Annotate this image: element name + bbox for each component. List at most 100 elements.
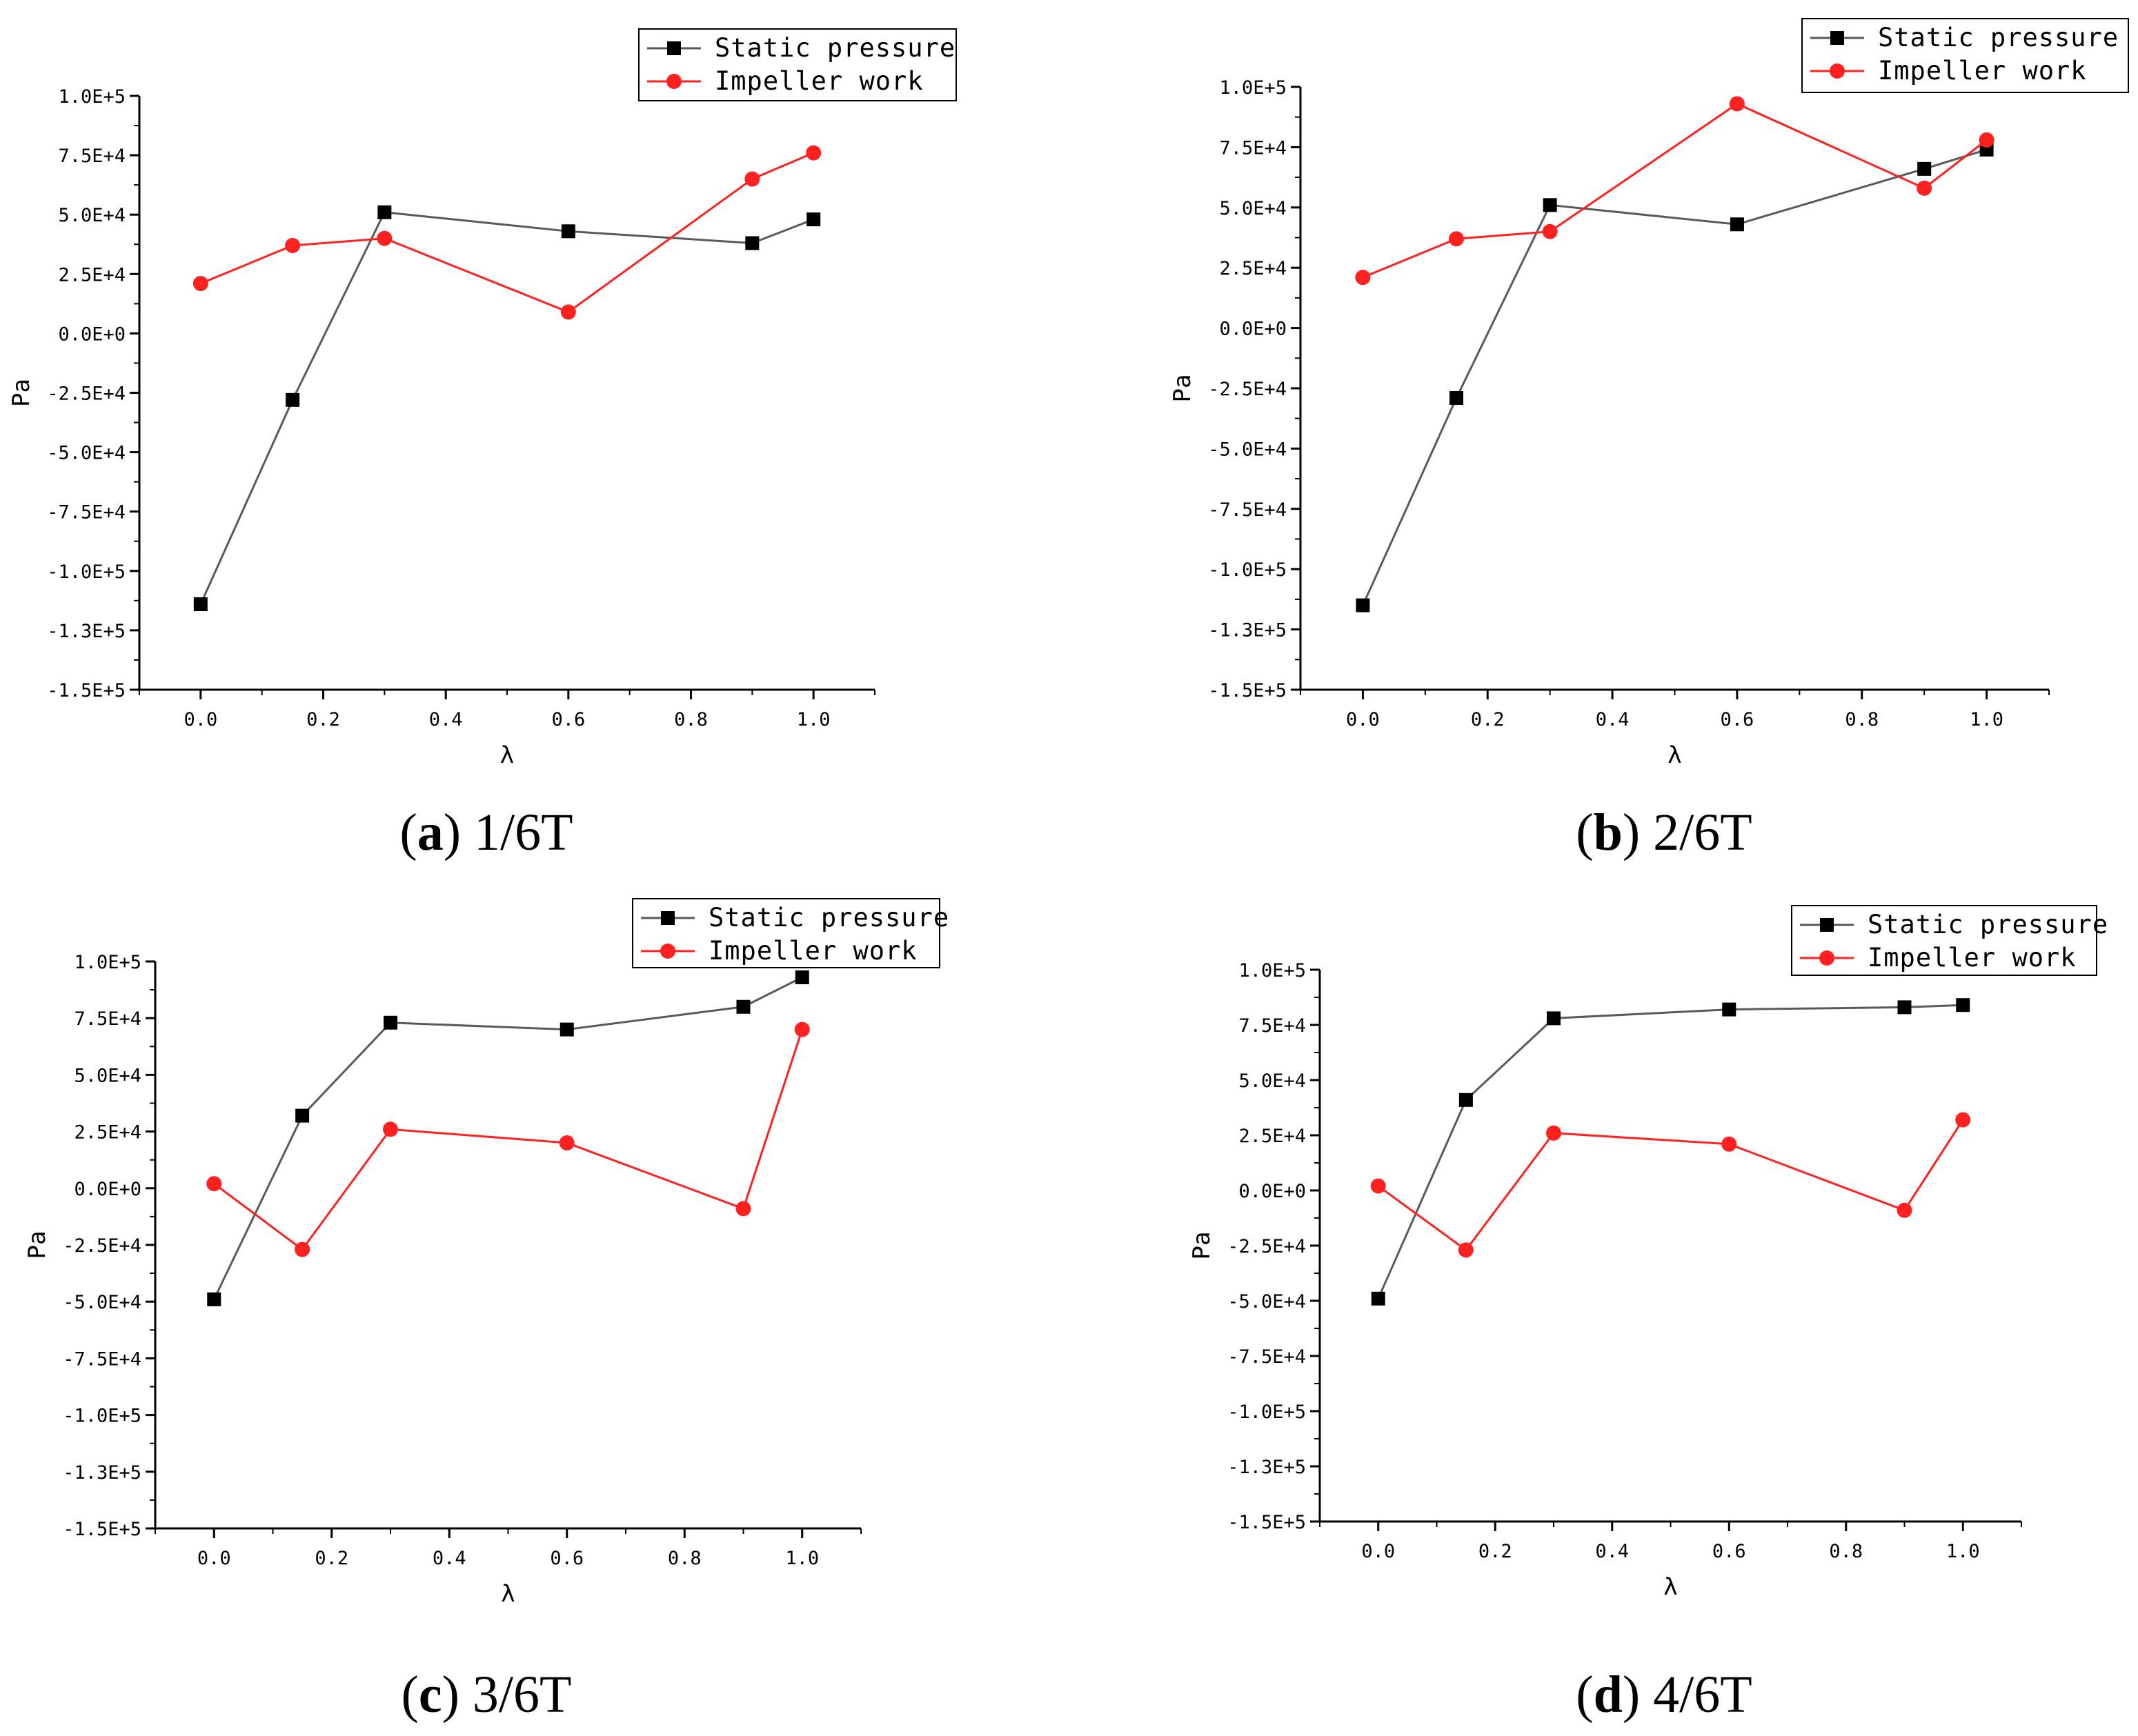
impeller-work-point bbox=[1955, 1112, 1971, 1128]
y-tick-label: 2.5E+4 bbox=[1238, 1126, 1306, 1147]
x-tick-label: 0.8 bbox=[1829, 1541, 1863, 1562]
impeller-work-point bbox=[560, 304, 576, 320]
impeller-work-point bbox=[1979, 132, 1995, 148]
impeller-work-point bbox=[285, 237, 301, 253]
y-tick-label: 7.5E+4 bbox=[1219, 137, 1287, 159]
x-tick-label: 0.8 bbox=[668, 1548, 702, 1569]
y-tick-label: -1.0E+5 bbox=[63, 1406, 141, 1427]
impeller-work-line bbox=[1377, 1119, 1964, 1252]
y-tick-label: -2.5E+4 bbox=[1208, 379, 1287, 400]
impeller-work-line bbox=[1362, 102, 1988, 279]
static-pressure-line bbox=[1362, 148, 1988, 606]
static-pressure-point bbox=[1722, 1002, 1736, 1017]
y-tick-label: 2.5E+4 bbox=[1219, 258, 1287, 279]
static-pressure-point bbox=[736, 999, 751, 1014]
y-tick-label: -7.5E+4 bbox=[63, 1348, 141, 1370]
legend-label-static-pressure: Static pressure bbox=[715, 33, 956, 63]
x-axis-label: λ bbox=[500, 741, 514, 769]
legend-marker-impeller-work bbox=[1819, 950, 1834, 966]
panel-caption: (c) 3/6T bbox=[402, 1666, 572, 1724]
y-axis-label: Pa bbox=[1169, 375, 1196, 403]
x-tick-label: 1.0 bbox=[785, 1548, 819, 1569]
static-pressure-point bbox=[806, 212, 821, 227]
impeller-work-point bbox=[377, 230, 393, 246]
legend-marker-impeller-work bbox=[666, 74, 682, 89]
legend: Static pressure Impeller work bbox=[1791, 905, 2108, 976]
static-pressure-line bbox=[212, 976, 803, 1300]
y-tick-label: -1.0E+5 bbox=[1208, 559, 1287, 581]
y-tick-label: -5.0E+4 bbox=[1227, 1291, 1306, 1313]
impeller-work-point bbox=[206, 1176, 222, 1192]
x-tick-label: 0.0 bbox=[197, 1548, 231, 1569]
impeller-work-point bbox=[192, 276, 208, 292]
legend-label-impeller-work: Impeller work bbox=[1868, 943, 2077, 972]
y-axis-label: Pa bbox=[1188, 1232, 1216, 1260]
impeller-work-point bbox=[1370, 1178, 1386, 1194]
y-tick-label: 5.0E+4 bbox=[1238, 1070, 1306, 1092]
x-tick-label: 0.2 bbox=[315, 1548, 348, 1569]
x-tick-label: 0.2 bbox=[1478, 1541, 1512, 1562]
y-tick-label: 7.5E+4 bbox=[58, 146, 126, 167]
y-tick-label: 7.5E+4 bbox=[74, 1008, 141, 1030]
y-tick-label: -7.5E+4 bbox=[1208, 499, 1287, 521]
y-tick-label: -5.0E+4 bbox=[63, 1292, 141, 1313]
x-tick-label: 0.8 bbox=[674, 709, 708, 730]
impeller-work-point bbox=[806, 145, 822, 161]
x-tick-label: 0.6 bbox=[1712, 1541, 1746, 1562]
chart-panel-a: 1.0E+5 7.5E+4 5.0E+4 2.5E+4 0.0E+0 -2.5E+4 -5.… bbox=[8, 28, 957, 861]
impeller-work-point bbox=[1355, 270, 1371, 286]
impeller-work-point bbox=[1449, 231, 1465, 247]
y-tick-label: 1.0E+5 bbox=[1238, 960, 1306, 981]
static-pressure-point bbox=[1956, 998, 1970, 1012]
y-tick-label: 5.0E+4 bbox=[74, 1065, 141, 1086]
y-tick-label: -1.5E+5 bbox=[63, 1519, 141, 1540]
y-tick-label: 2.5E+4 bbox=[74, 1122, 141, 1144]
y-tick-label: 5.0E+4 bbox=[58, 205, 126, 226]
static-pressure-point bbox=[1371, 1291, 1385, 1306]
y-axis-label: Pa bbox=[8, 379, 35, 407]
static-pressure-point bbox=[1543, 198, 1557, 212]
static-pressure-point bbox=[207, 1292, 221, 1306]
static-pressure-point bbox=[384, 1015, 397, 1030]
legend-label-static-pressure: Static pressure bbox=[1868, 910, 2108, 939]
impeller-work-point bbox=[295, 1241, 310, 1257]
y-tick-label: 1.0E+5 bbox=[1219, 77, 1287, 99]
x-axis-label: λ bbox=[1667, 741, 1681, 769]
y-tick-label: 1.0E+5 bbox=[58, 86, 126, 108]
static-pressure-point bbox=[560, 1022, 574, 1037]
static-pressure-point bbox=[745, 236, 760, 250]
y-tick-label: -1.5E+5 bbox=[1208, 680, 1287, 701]
y-tick-label: -5.0E+4 bbox=[1208, 439, 1287, 460]
legend-box bbox=[638, 28, 957, 101]
static-pressure-point bbox=[295, 1108, 310, 1123]
legend-marker-static-pressure bbox=[667, 41, 681, 55]
legend-label-impeller-work: Impeller work bbox=[1878, 56, 2087, 86]
legend-marker-static-pressure bbox=[1830, 31, 1844, 45]
impeller-work-point bbox=[1897, 1202, 1912, 1218]
static-pressure-line bbox=[199, 211, 814, 605]
impeller-work-line bbox=[213, 1029, 804, 1251]
static-pressure-point bbox=[1547, 1011, 1561, 1026]
static-pressure-point bbox=[1458, 1093, 1473, 1107]
chart-panel-c: 1.0E+5 7.5E+4 5.0E+4 2.5E+4 0.0E+0 -2.5E+4 -5.… bbox=[23, 898, 949, 1724]
x-tick-label: 0.6 bbox=[550, 1548, 584, 1569]
legend-marker-impeller-work bbox=[660, 944, 675, 959]
x-tick-label: 1.0 bbox=[1970, 709, 2003, 730]
x-tick-label: 0.6 bbox=[551, 709, 585, 730]
impeller-work-point bbox=[794, 1021, 810, 1037]
impeller-work-point bbox=[559, 1135, 575, 1151]
y-tick-label: 0.0E+0 bbox=[58, 323, 126, 345]
y-tick-label: -7.5E+4 bbox=[1227, 1346, 1306, 1368]
x-tick-label: 0.4 bbox=[433, 1548, 466, 1569]
panel-caption: (a) 1/6T bbox=[399, 804, 573, 861]
y-tick-label: 5.0E+4 bbox=[1219, 198, 1287, 219]
x-tick-label: 0.0 bbox=[1346, 709, 1380, 730]
legend-marker-static-pressure bbox=[661, 911, 675, 925]
y-tick-label: -7.5E+4 bbox=[47, 502, 126, 523]
y-tick-label: -1.0E+5 bbox=[1227, 1401, 1306, 1423]
static-pressure-point bbox=[377, 205, 392, 219]
y-tick-label: 0.0E+0 bbox=[74, 1179, 141, 1200]
